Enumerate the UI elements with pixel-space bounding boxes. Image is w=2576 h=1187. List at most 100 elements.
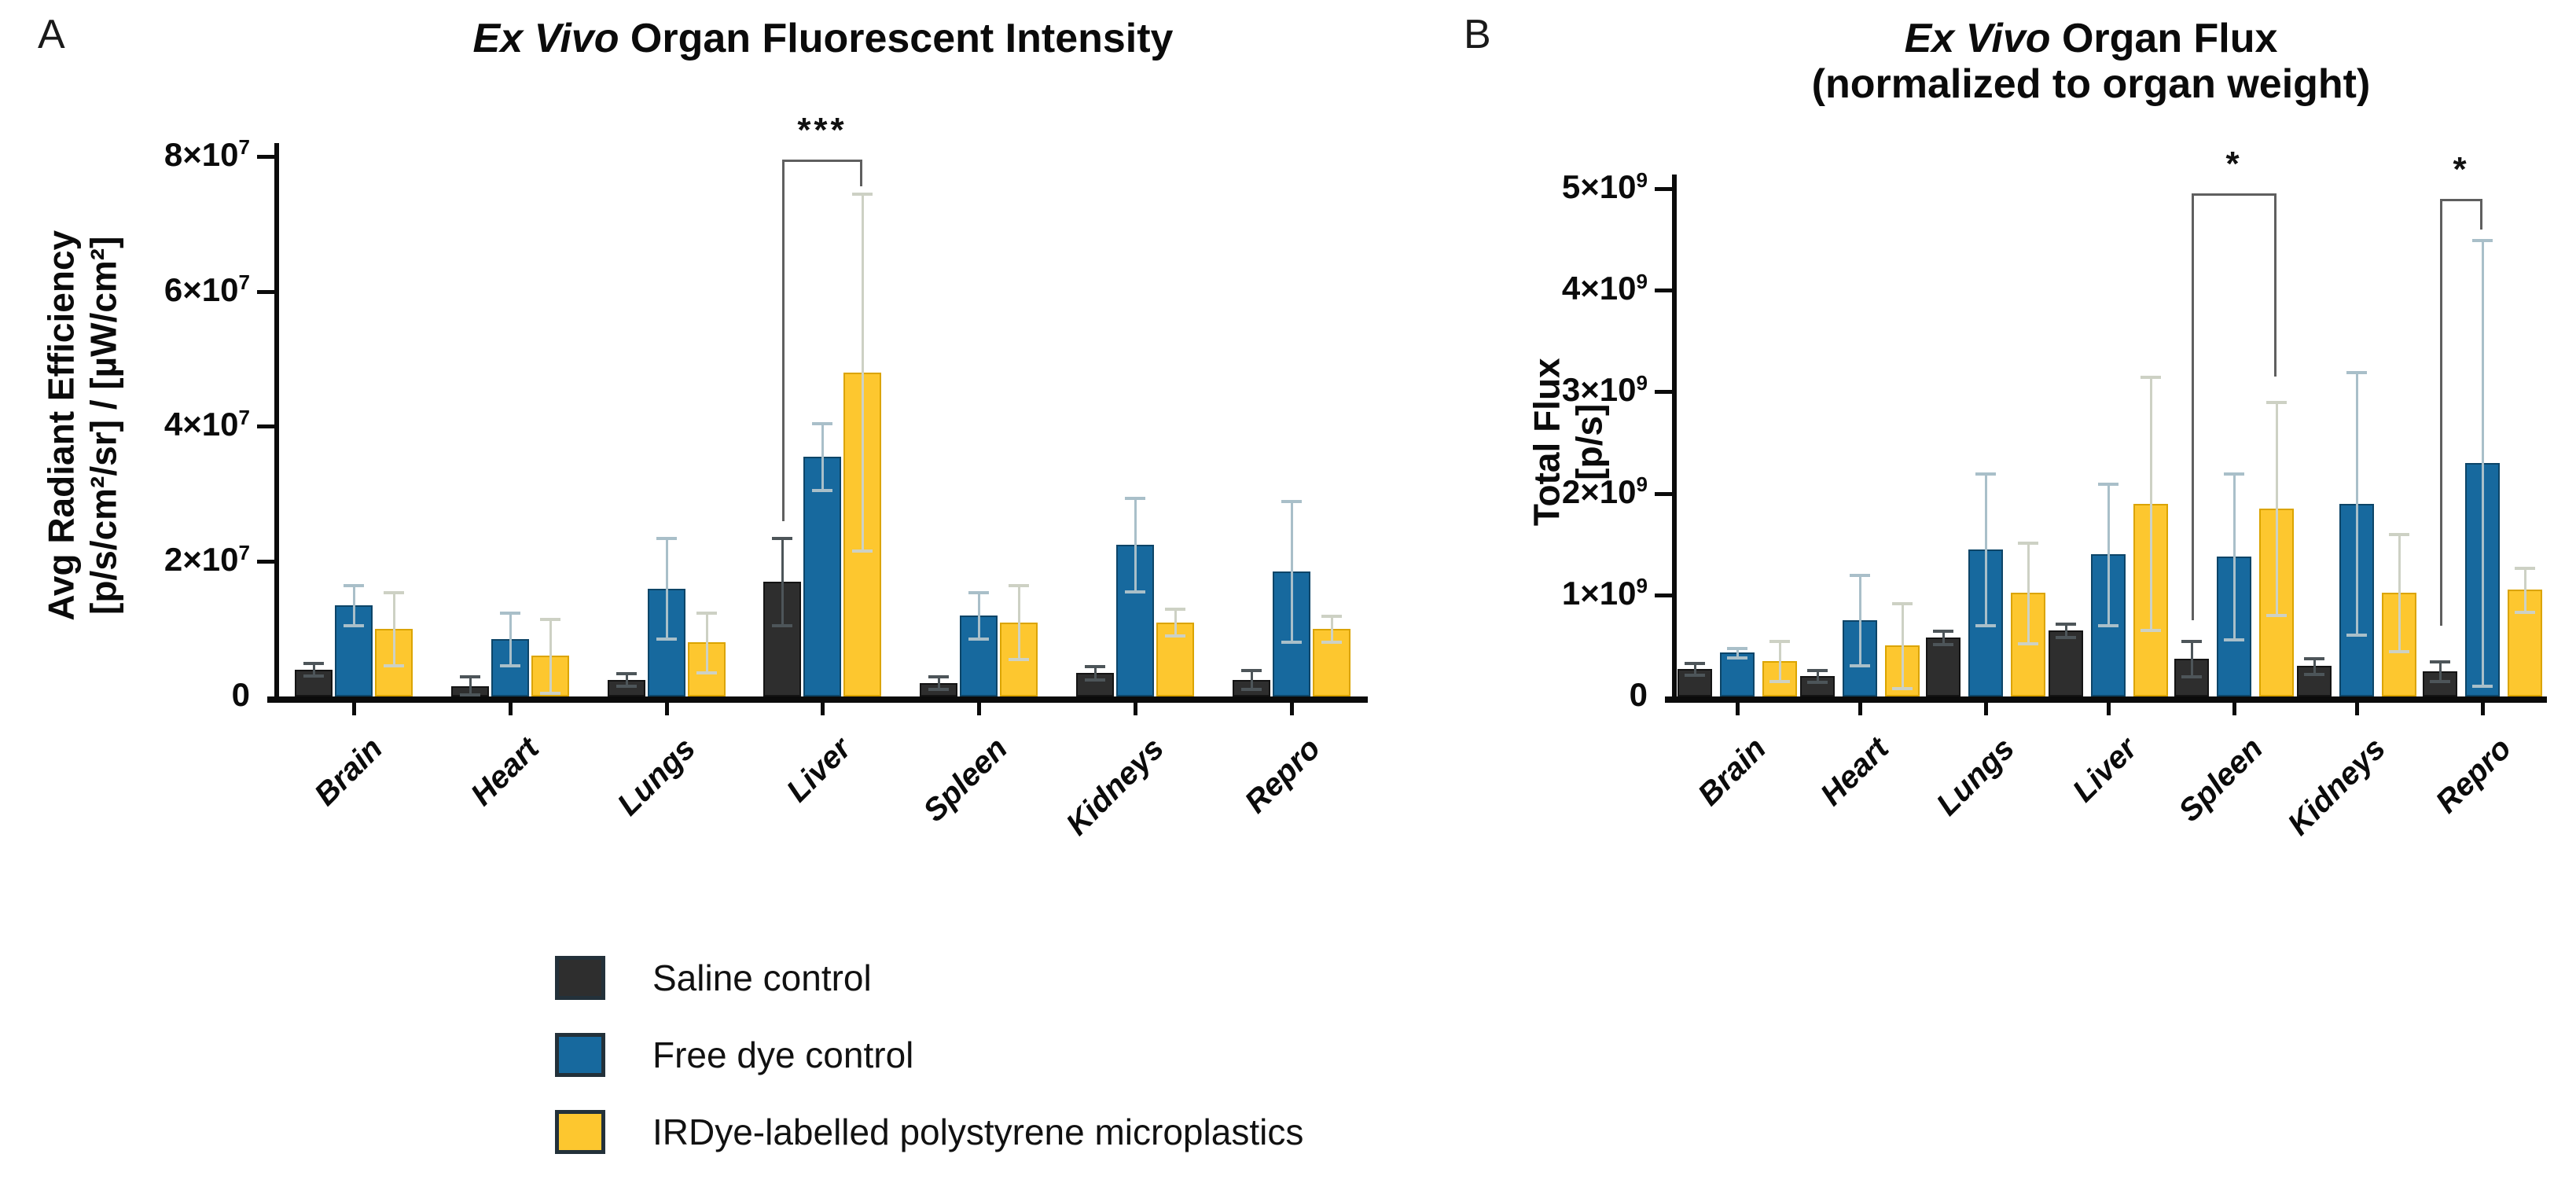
error-bar-cap-top (2098, 482, 2118, 486)
error-bar-cap-top (2266, 401, 2287, 405)
error-bar-cap-top (1321, 614, 1342, 618)
error-bar-line (2438, 660, 2442, 682)
error-bar-line (2355, 371, 2358, 636)
y-tick-exponent: 9 (1636, 371, 1648, 395)
y-tick-label: 0 (1629, 676, 1648, 713)
error-bar-cap-top (928, 675, 949, 679)
category-label: Spleen (2172, 731, 2270, 829)
y-tick-label: 4×107 (164, 406, 250, 443)
y-tick (257, 424, 277, 429)
y-axis-line (1672, 175, 1677, 701)
error-bar-cap-bottom (2056, 636, 2076, 640)
y-tick (1655, 491, 1674, 496)
error-bar-cap-bottom (500, 664, 520, 668)
panel-a-title-rest: Organ Fluorescent Intensity (619, 16, 1174, 61)
y-tick-exponent: 9 (1636, 472, 1648, 497)
error-bar-line (1134, 497, 1137, 592)
error-bar-cap-top (2389, 533, 2409, 537)
y-tick-label: 8×107 (164, 135, 250, 173)
error-bar-line (1778, 640, 1781, 682)
y-tick (257, 560, 277, 564)
error-bar-line (1250, 669, 1253, 690)
error-bar-cap-bottom (344, 623, 364, 627)
significance-stars: *** (797, 111, 847, 150)
x-axis-line (1665, 696, 2547, 703)
error-bar-cap-top (344, 584, 364, 588)
error-bar-cap-bottom (696, 671, 717, 674)
error-bar-cap-top (1165, 608, 1185, 612)
error-bar-cap-bottom (2472, 685, 2493, 689)
error-bar-cap-bottom (2389, 650, 2409, 654)
error-bar-line (2481, 239, 2484, 687)
error-bar-cap-top (2472, 238, 2493, 242)
error-bar-cap-bottom (2018, 641, 2038, 645)
y-tick-exponent: 9 (1636, 269, 1648, 293)
error-bar-line (509, 612, 512, 667)
y-tick-label: 1×109 (1561, 574, 1648, 612)
error-bar-cap-bottom (1933, 643, 1953, 647)
error-bar-cap-bottom (2181, 675, 2202, 679)
error-bar-cap-bottom (1165, 634, 1185, 638)
error-bar-cap-top (384, 590, 404, 594)
y-axis-line (274, 143, 279, 701)
error-bar-cap-top (812, 422, 832, 426)
error-bar-cap-bottom (928, 688, 949, 692)
error-bar-cap-bottom (460, 693, 480, 697)
y-tick-exponent: 7 (238, 406, 250, 430)
error-bar-cap-top (1892, 602, 1913, 606)
error-bar-line (352, 585, 355, 626)
error-bar-line (1984, 472, 1987, 626)
error-bar-cap-top (1933, 630, 1953, 634)
error-bar-cap-bottom (1975, 623, 1996, 627)
x-tick (2355, 703, 2359, 715)
error-bar-line (821, 423, 824, 491)
error-bar-cap-bottom (812, 489, 832, 492)
y-tick-label: 3×109 (1561, 371, 1648, 409)
significance-bracket-left-arm (782, 160, 785, 521)
error-bar-line (937, 676, 940, 690)
error-bar-cap-top (616, 671, 637, 675)
error-bar-line (1017, 585, 1020, 660)
error-bar-line (1093, 666, 1097, 680)
error-bar-cap-top (500, 611, 520, 615)
y-tick-label: 2×107 (164, 540, 250, 579)
error-bar-line (1901, 603, 1904, 689)
legend-label: Saline control (652, 957, 872, 998)
x-axis-line (267, 696, 1368, 703)
error-bar-cap-bottom (540, 691, 560, 695)
error-bar-line (1736, 647, 1739, 658)
bar (491, 638, 529, 696)
error-bar-cap-top (772, 537, 792, 541)
error-bar-cap-top (2304, 656, 2324, 660)
panel-b-title-line2: (normalized to organ weight) (1811, 61, 2371, 108)
error-bar-line (2275, 402, 2278, 616)
y-tick (1655, 187, 1674, 191)
error-bar-cap-top (460, 675, 480, 679)
significance-bracket-top (2192, 193, 2277, 197)
y-tick-label: 6×107 (164, 270, 250, 308)
error-bar-line (2398, 534, 2401, 652)
category-label: Lungs (1930, 731, 2022, 822)
error-bar-line (2107, 483, 2110, 626)
error-bar-line (2190, 640, 2193, 678)
error-bar-cap-bottom (1009, 657, 1029, 661)
error-bar-line (705, 612, 708, 673)
error-bar-cap-bottom (2224, 638, 2244, 641)
error-bar-line (2027, 542, 2030, 644)
significance-bracket-right-arm (2274, 193, 2277, 377)
error-bar-cap-top (1281, 499, 1302, 503)
error-bar-cap-bottom (1241, 688, 1262, 692)
error-bar-cap-top (656, 537, 677, 541)
y-tick-label: 4×109 (1561, 269, 1648, 307)
error-bar-cap-top (1241, 668, 1262, 672)
legend-label: Free dye control (652, 1034, 914, 1075)
significance-bracket-left-arm (2440, 198, 2442, 626)
x-tick (1736, 703, 1740, 715)
error-bar-cap-top (2224, 472, 2244, 476)
error-bar-cap-bottom (1125, 590, 1145, 594)
error-bar-cap-bottom (2266, 613, 2287, 617)
significance-stars: * (2453, 149, 2470, 189)
error-bar-line (2523, 567, 2526, 612)
error-bar-cap-top (1975, 472, 1996, 476)
error-bar-cap-bottom (2515, 610, 2535, 614)
